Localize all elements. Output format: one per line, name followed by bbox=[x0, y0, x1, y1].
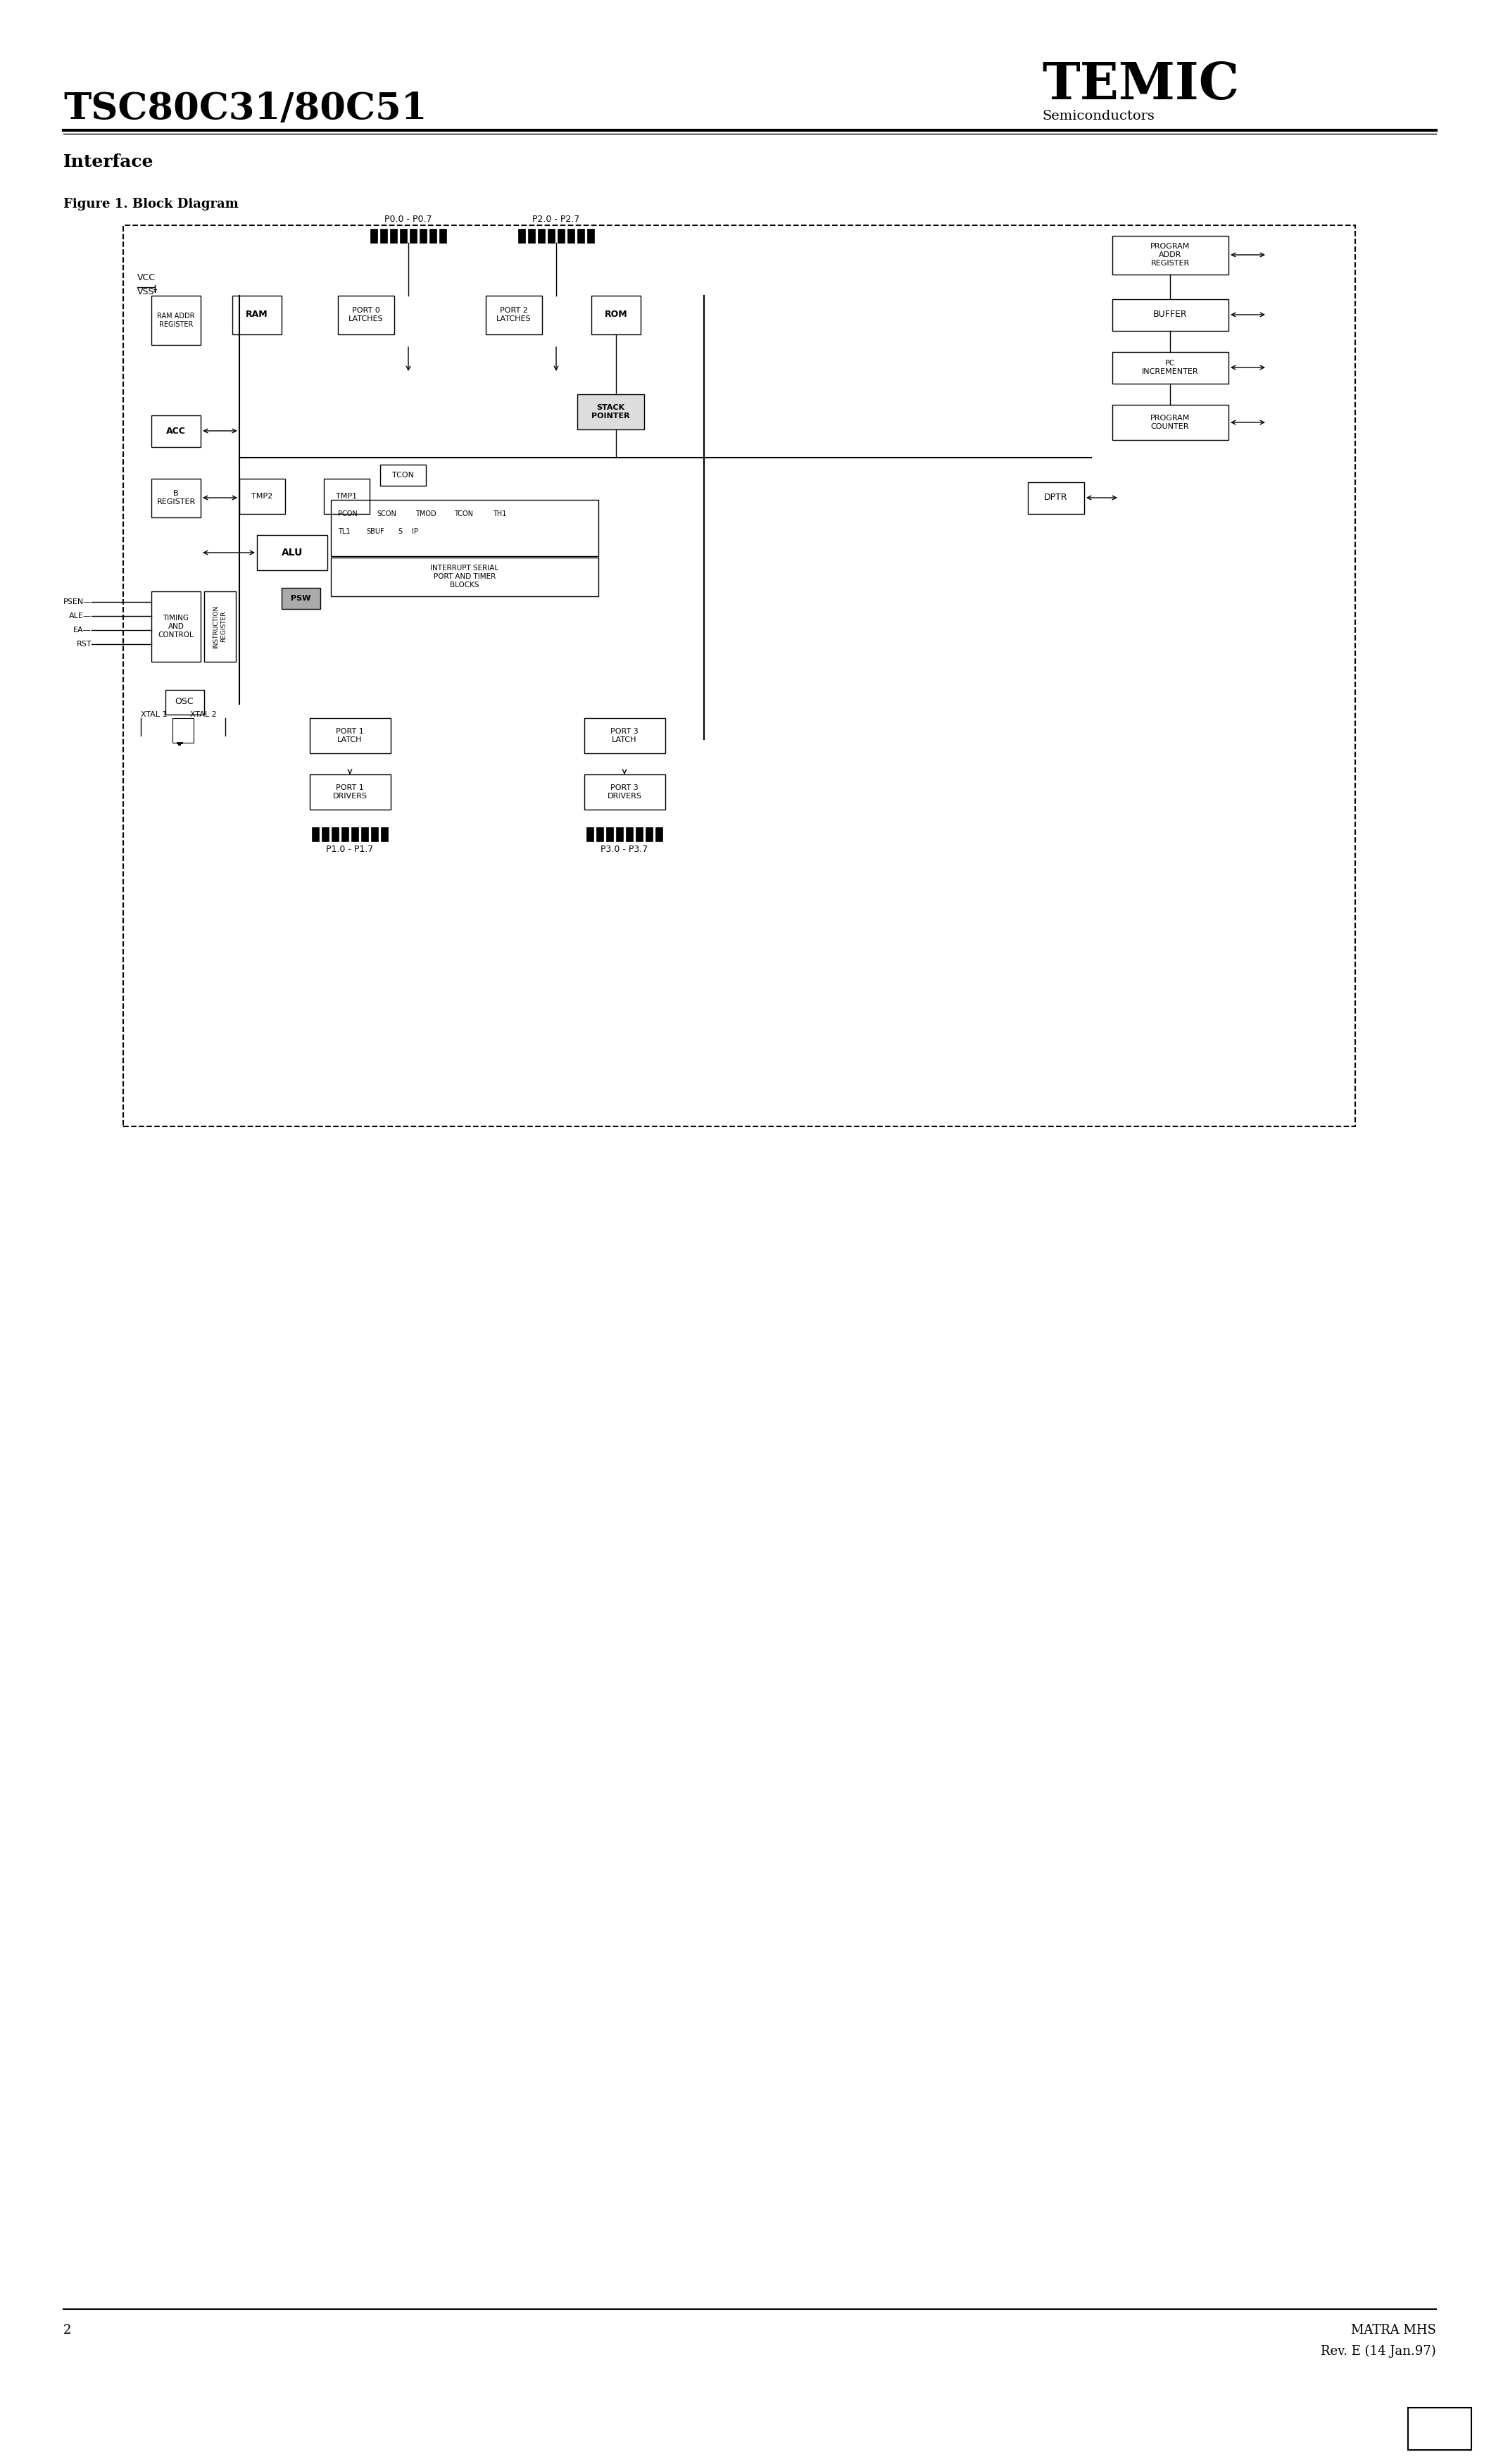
Text: PORT 1
LATCH: PORT 1 LATCH bbox=[337, 727, 364, 744]
Text: ALE—: ALE— bbox=[69, 614, 91, 618]
FancyBboxPatch shape bbox=[616, 828, 622, 840]
FancyBboxPatch shape bbox=[655, 828, 663, 840]
FancyBboxPatch shape bbox=[322, 828, 329, 840]
Text: EA—: EA— bbox=[73, 626, 91, 633]
Text: TMP1: TMP1 bbox=[335, 493, 358, 500]
FancyBboxPatch shape bbox=[586, 828, 594, 840]
Text: TIMING
AND
CONTROL: TIMING AND CONTROL bbox=[159, 616, 194, 638]
FancyBboxPatch shape bbox=[371, 828, 378, 840]
FancyBboxPatch shape bbox=[577, 229, 585, 244]
Text: P1.0 - P1.7: P1.0 - P1.7 bbox=[326, 845, 374, 855]
FancyBboxPatch shape bbox=[419, 229, 426, 244]
FancyBboxPatch shape bbox=[646, 828, 652, 840]
Text: SCON: SCON bbox=[377, 510, 396, 517]
FancyBboxPatch shape bbox=[586, 229, 594, 244]
Text: TEMIC: TEMIC bbox=[1041, 59, 1239, 108]
Text: DPTR: DPTR bbox=[1044, 493, 1068, 503]
Text: P2.0 - P2.7: P2.0 - P2.7 bbox=[533, 214, 580, 224]
Text: STACK
POINTER: STACK POINTER bbox=[591, 404, 630, 419]
FancyBboxPatch shape bbox=[352, 828, 359, 840]
Text: TCON: TCON bbox=[455, 510, 473, 517]
Text: BUFFER: BUFFER bbox=[1153, 310, 1188, 320]
FancyBboxPatch shape bbox=[281, 589, 320, 609]
Text: PORT 2
LATCHES: PORT 2 LATCHES bbox=[497, 308, 531, 323]
Text: P3.0 - P3.7: P3.0 - P3.7 bbox=[601, 845, 648, 855]
FancyBboxPatch shape bbox=[518, 229, 525, 244]
Text: TMOD: TMOD bbox=[416, 510, 437, 517]
Text: PROGRAM
ADDR
REGISTER: PROGRAM ADDR REGISTER bbox=[1150, 244, 1189, 266]
Text: PSEN—: PSEN— bbox=[63, 599, 91, 606]
FancyBboxPatch shape bbox=[539, 229, 545, 244]
Text: P0.0 - P0.7: P0.0 - P0.7 bbox=[384, 214, 432, 224]
FancyBboxPatch shape bbox=[371, 229, 377, 244]
Text: Figure 1. Block Diagram: Figure 1. Block Diagram bbox=[63, 197, 238, 209]
Text: ROM: ROM bbox=[604, 310, 627, 320]
Text: INSTRUCTION
REGISTER: INSTRUCTION REGISTER bbox=[212, 606, 226, 648]
FancyBboxPatch shape bbox=[597, 828, 603, 840]
Text: VSS: VSS bbox=[138, 288, 154, 296]
Text: PORT 3
DRIVERS: PORT 3 DRIVERS bbox=[607, 784, 642, 801]
Text: PORT 0
LATCHES: PORT 0 LATCHES bbox=[349, 308, 383, 323]
Text: TH1: TH1 bbox=[492, 510, 507, 517]
Text: INTERRUPT SERIAL
PORT AND TIMER
BLOCKS: INTERRUPT SERIAL PORT AND TIMER BLOCKS bbox=[431, 564, 498, 589]
FancyBboxPatch shape bbox=[558, 229, 564, 244]
Text: ALU: ALU bbox=[281, 547, 302, 557]
FancyBboxPatch shape bbox=[390, 229, 396, 244]
FancyBboxPatch shape bbox=[381, 828, 387, 840]
Text: TSC80C31/80C51: TSC80C31/80C51 bbox=[63, 91, 426, 128]
Text: PORT 1
DRIVERS: PORT 1 DRIVERS bbox=[332, 784, 367, 801]
FancyBboxPatch shape bbox=[606, 828, 613, 840]
FancyBboxPatch shape bbox=[636, 828, 643, 840]
FancyBboxPatch shape bbox=[577, 394, 645, 429]
Text: TCON: TCON bbox=[392, 471, 413, 478]
Text: Semiconductors: Semiconductors bbox=[1041, 111, 1155, 123]
Text: MATRA MHS: MATRA MHS bbox=[1351, 2324, 1436, 2336]
FancyBboxPatch shape bbox=[399, 229, 407, 244]
Text: OSC: OSC bbox=[175, 697, 194, 707]
FancyBboxPatch shape bbox=[528, 229, 536, 244]
FancyBboxPatch shape bbox=[311, 828, 319, 840]
Text: B
REGISTER: B REGISTER bbox=[157, 490, 196, 505]
Text: PROGRAM
COUNTER: PROGRAM COUNTER bbox=[1150, 414, 1189, 431]
Text: PC
INCREMENTER: PC INCREMENTER bbox=[1141, 360, 1198, 375]
FancyBboxPatch shape bbox=[429, 229, 437, 244]
Text: XTAL 2: XTAL 2 bbox=[190, 712, 217, 717]
Text: TMP2: TMP2 bbox=[251, 493, 272, 500]
FancyBboxPatch shape bbox=[361, 828, 368, 840]
FancyBboxPatch shape bbox=[341, 828, 349, 840]
FancyBboxPatch shape bbox=[567, 229, 574, 244]
Text: Rev. E (14 Jan.97): Rev. E (14 Jan.97) bbox=[1321, 2346, 1436, 2358]
Text: PCON: PCON bbox=[338, 510, 358, 517]
FancyBboxPatch shape bbox=[625, 828, 633, 840]
Bar bbox=[123, 224, 1355, 1126]
FancyBboxPatch shape bbox=[440, 229, 446, 244]
Text: SBUF: SBUF bbox=[367, 527, 384, 535]
FancyBboxPatch shape bbox=[380, 229, 387, 244]
Text: TL1: TL1 bbox=[338, 527, 350, 535]
Text: VCC: VCC bbox=[138, 274, 156, 283]
FancyBboxPatch shape bbox=[410, 229, 417, 244]
Text: IP: IP bbox=[411, 527, 417, 535]
Text: PSW: PSW bbox=[290, 594, 311, 601]
Text: RAM: RAM bbox=[245, 310, 268, 320]
Text: ACC: ACC bbox=[166, 426, 186, 436]
FancyBboxPatch shape bbox=[548, 229, 555, 244]
Text: 2: 2 bbox=[63, 2324, 72, 2336]
FancyBboxPatch shape bbox=[332, 828, 338, 840]
Text: Interface: Interface bbox=[63, 153, 154, 170]
Text: RAM ADDR
REGISTER: RAM ADDR REGISTER bbox=[157, 313, 194, 328]
Text: XTAL 1: XTAL 1 bbox=[141, 712, 168, 717]
Text: PORT 3
LATCH: PORT 3 LATCH bbox=[610, 727, 639, 744]
Text: S: S bbox=[398, 527, 402, 535]
Text: RST: RST bbox=[76, 641, 91, 648]
